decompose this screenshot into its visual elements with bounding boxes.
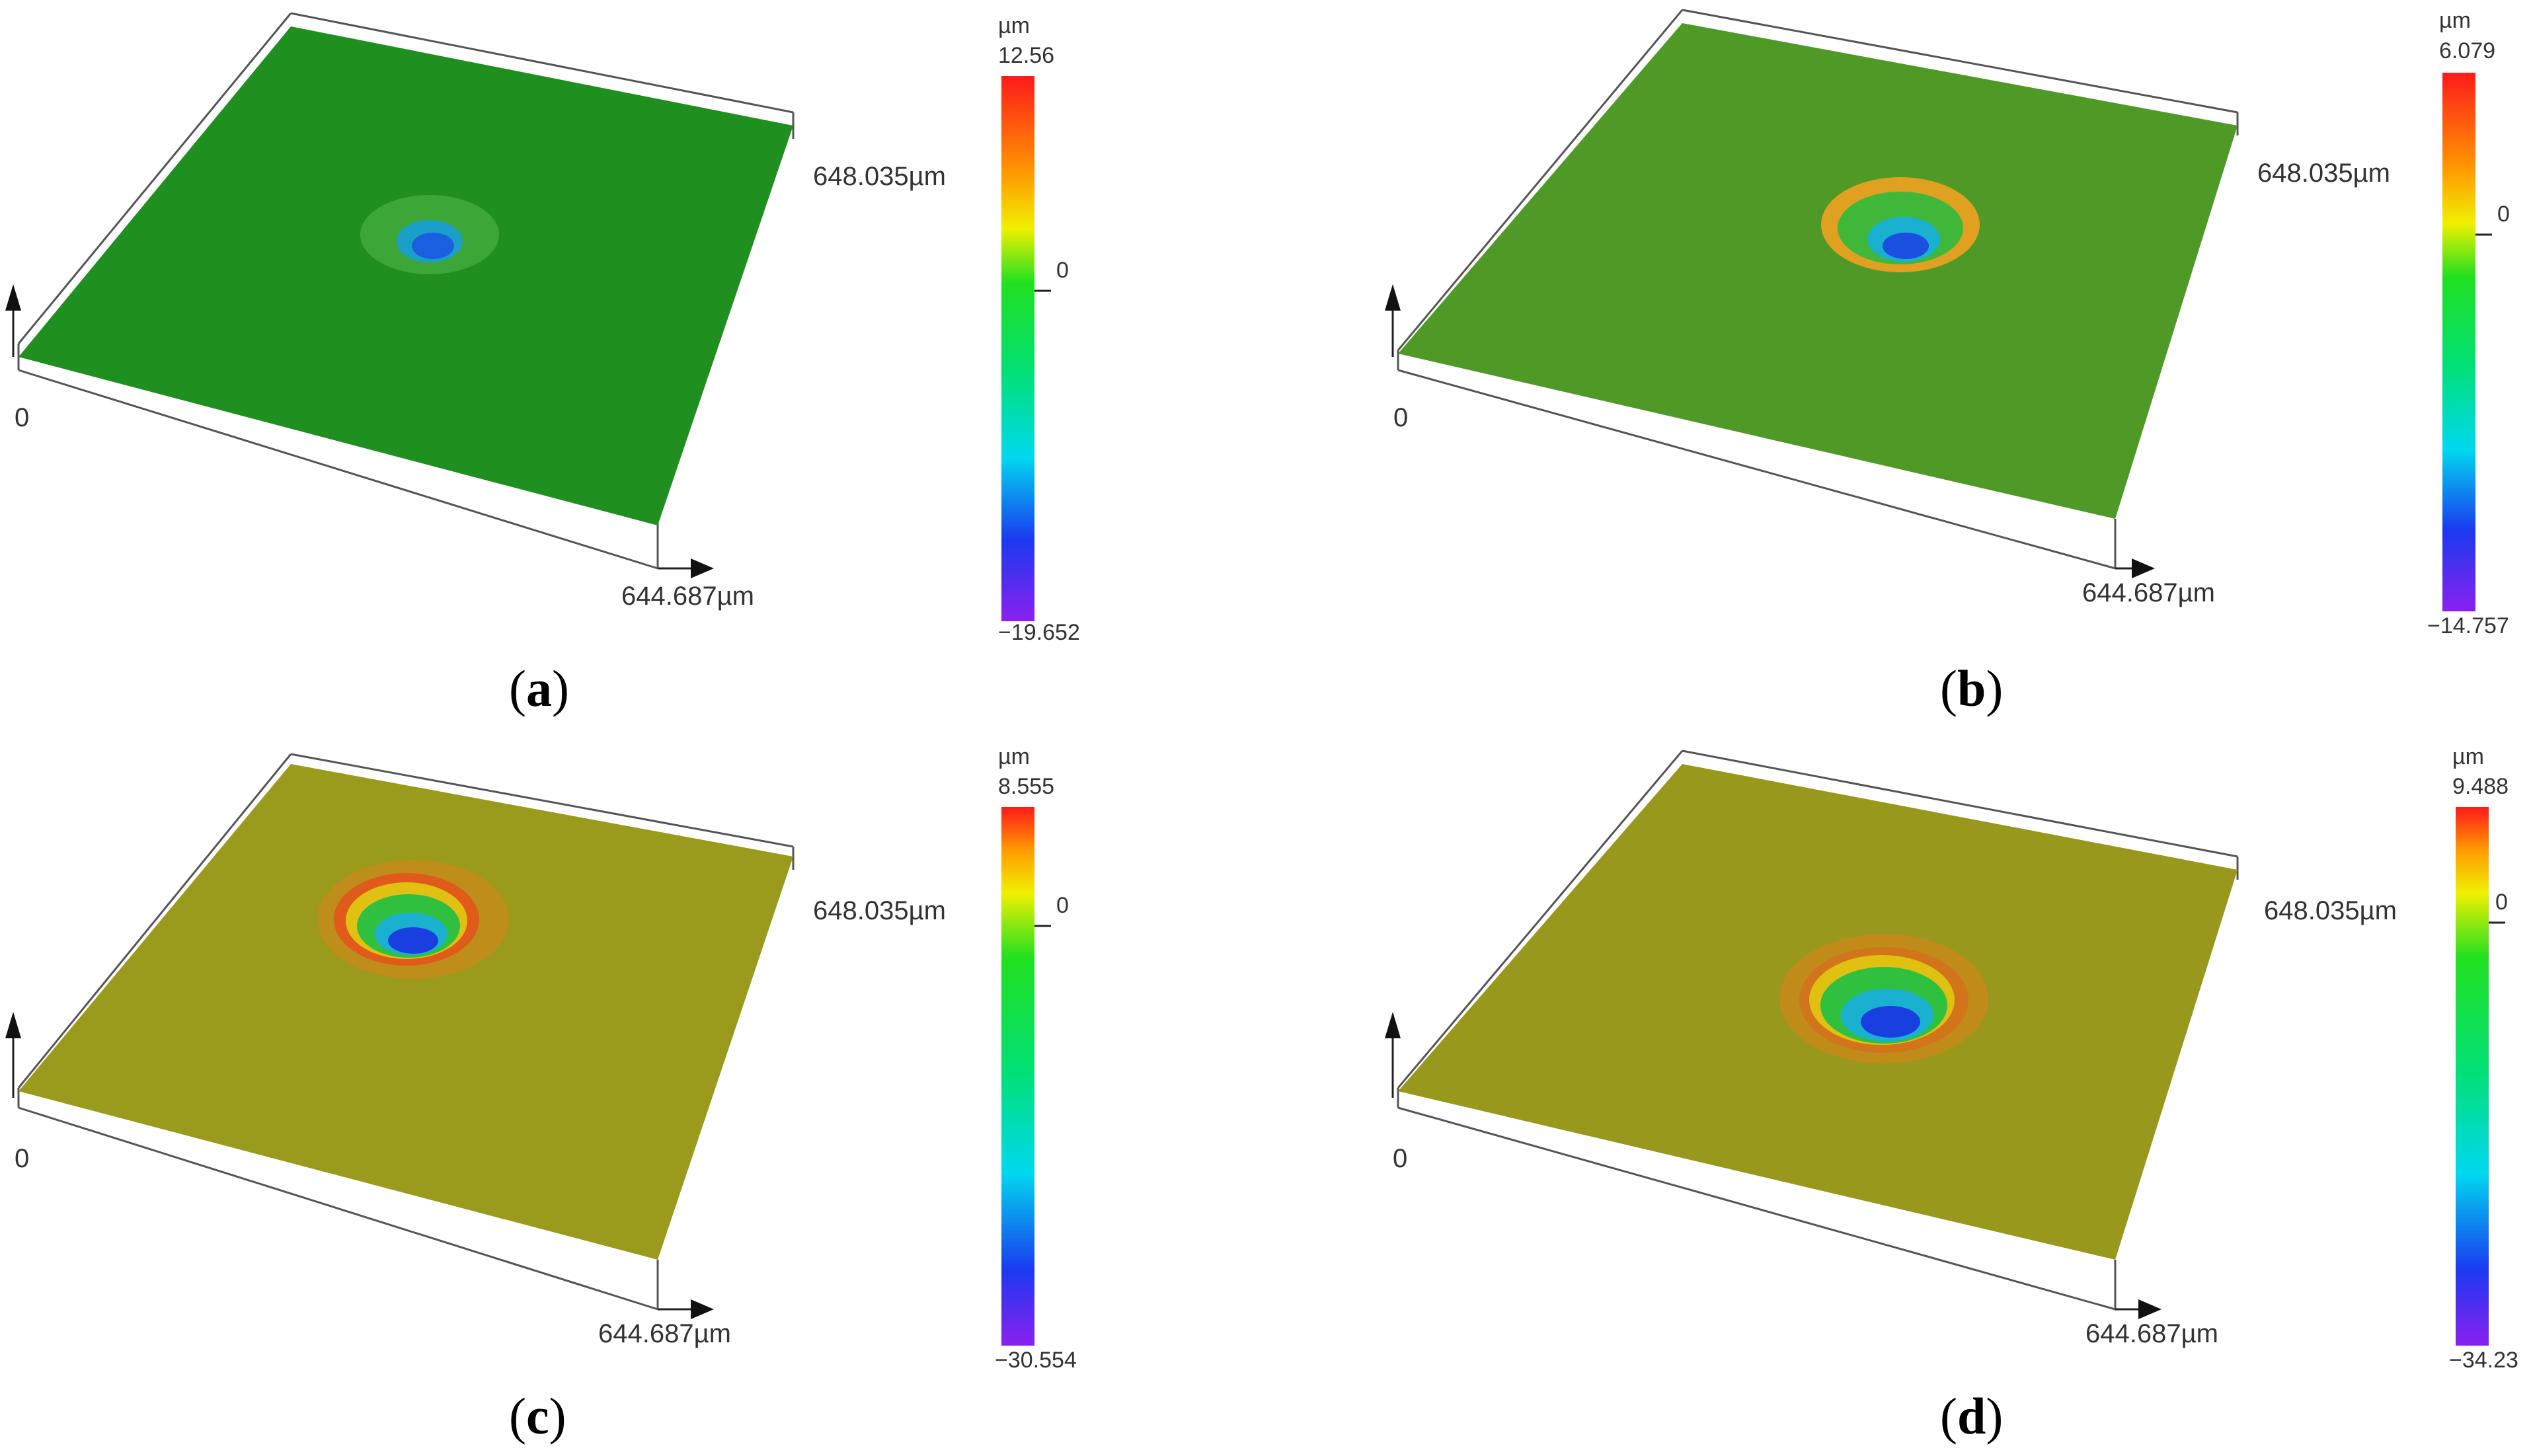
caption-a: (a) <box>509 660 569 717</box>
scale-unit: µm <box>2439 8 2471 33</box>
panel-b: 648.035µm 644.687µm 0 µm 6.079 0 −14.757… <box>1266 0 2531 727</box>
y-extent-label: 648.035µm <box>813 162 946 191</box>
scale-zero-label: 0 <box>2495 890 2508 915</box>
x-extent-label: 644.687µm <box>2082 578 2215 607</box>
z-axis-arrow <box>5 284 21 311</box>
bounding-box <box>17 753 795 1311</box>
panel-c: 648.035µm 644.687µm 0 µm 8.555 0 −30.554… <box>0 728 1265 1455</box>
panel-d-plot: 648.035µm 644.687µm 0 µm 9.488 0 −34.23 … <box>1385 744 2518 1445</box>
panel-d: 648.035µm 644.687µm 0 µm 9.488 0 −34.23 … <box>1266 728 2531 1455</box>
color-scale-bar <box>1001 76 1034 621</box>
scale-zero-label: 0 <box>2497 202 2510 227</box>
z-axis-arrow <box>1385 284 1401 311</box>
scale-unit: µm <box>998 744 1030 769</box>
x-axis-arrow <box>691 1299 714 1319</box>
origin-label: 0 <box>15 403 29 432</box>
scale-max-label: 8.555 <box>998 774 1054 799</box>
x-axis-arrow <box>691 558 714 578</box>
x-axis-arrow <box>2132 558 2155 578</box>
caption-d: (d) <box>1940 1387 2003 1445</box>
origin-label: 0 <box>1393 403 1408 432</box>
y-extent-label: 648.035µm <box>2264 896 2397 925</box>
scale-max-label: 9.488 <box>2452 774 2509 799</box>
x-extent-label: 644.687µm <box>598 1319 731 1348</box>
scale-min-label: −19.652 <box>998 620 1080 645</box>
color-scale-bar <box>2442 73 2475 611</box>
y-extent-label: 648.035µm <box>2257 159 2390 188</box>
surface-plane <box>1398 23 2238 519</box>
crater-bottom <box>1861 1006 1920 1038</box>
bounding-box <box>1397 9 2239 570</box>
caption-b: (b) <box>1940 660 2003 717</box>
caption-c: (c) <box>509 1387 566 1445</box>
scale-unit: µm <box>998 13 1030 38</box>
origin-label: 0 <box>1393 1144 1407 1173</box>
panel-a: 648.035µm 644.687µm 0 µm 12.56 0 −19.652… <box>0 0 1265 727</box>
color-scale-bar <box>2456 807 2489 1346</box>
panel-c-plot: 648.035µm 644.687µm 0 µm 8.555 0 −30.554… <box>5 744 1077 1445</box>
scale-min-label: −30.554 <box>995 1348 1077 1373</box>
y-extent-label: 648.035µm <box>813 896 946 925</box>
scale-max-label: 6.079 <box>2439 38 2495 63</box>
x-axis-arrow <box>2138 1299 2161 1319</box>
z-axis-arrow <box>5 1012 21 1038</box>
origin-label: 0 <box>15 1144 29 1173</box>
x-extent-label: 644.687µm <box>621 582 754 611</box>
panel-a-plot: 648.035µm 644.687µm 0 µm 12.56 0 −19.652… <box>5 12 1080 717</box>
x-extent-label: 644.687µm <box>2085 1319 2218 1348</box>
scale-zero-label: 0 <box>1056 893 1069 918</box>
scale-max-label: 12.56 <box>998 43 1054 68</box>
panel-b-plot: 648.035µm 644.687µm 0 µm 6.079 0 −14.757… <box>1385 8 2510 717</box>
crater-bottom <box>1883 233 1929 259</box>
bounding-box <box>17 12 795 570</box>
surface-plane <box>19 26 793 525</box>
color-scale-bar <box>1001 807 1034 1346</box>
scale-min-label: −34.23 <box>2449 1348 2518 1373</box>
crater-bottom <box>388 927 438 954</box>
scale-unit: µm <box>2452 744 2484 769</box>
surface-plane <box>19 764 793 1260</box>
crater-bottom <box>412 233 454 259</box>
z-axis-arrow <box>1385 1012 1401 1038</box>
scale-zero-label: 0 <box>1056 258 1069 283</box>
scale-min-label: −14.757 <box>2427 613 2509 638</box>
